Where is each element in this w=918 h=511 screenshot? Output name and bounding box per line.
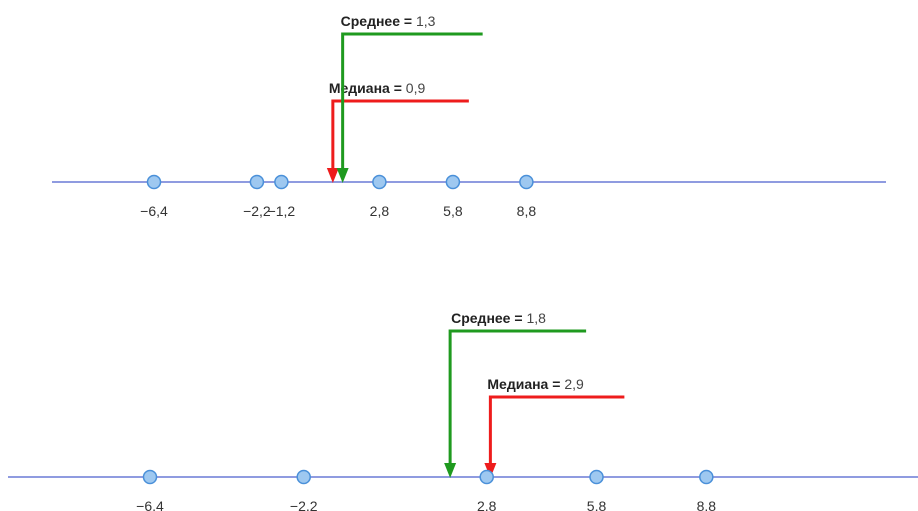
median-label-name: Медиана [487,376,548,392]
median-arrow-head [326,168,339,183]
median-arrow-head [484,463,497,478]
mean-label-name: Среднее [341,13,401,29]
data-point [142,469,158,485]
point-label: 5,8 [587,498,607,511]
mean-arrow-line [341,32,483,170]
mean-label-name: Среднее [451,310,511,326]
data-point [445,174,461,190]
data-point [372,174,387,190]
point-label: −2,2 [243,203,271,219]
point-label: −2,2 [290,498,318,511]
point-label: 8,8 [697,498,717,511]
mean-label-eq: = [400,13,416,29]
mean-marker: Среднее = 1,3 [336,13,483,183]
point-label: 5,8 [443,203,463,219]
mean-label: Среднее = 1,3 [341,13,436,29]
mean-label-eq: = [510,310,526,326]
point-label: −1,2 [268,203,296,219]
data-point [479,469,494,485]
mean-arrow-line [448,329,587,465]
point-label: −6,4 [136,498,164,511]
data-point [519,174,534,190]
mean-label: Среднее = 1,8 [451,310,546,326]
median-marker: Медиана = 2,9 [484,376,625,478]
median-label-value: 2,9 [564,376,584,392]
data-point [249,174,265,190]
number-line-1: Медиана = 0,9 Среднее = 1,3 −6,4 −2,2−1,2 2,… [52,13,886,219]
median-arrow-line [488,395,625,465]
median-marker: Медиана = 0,9 [326,80,469,183]
mean-label-value: 1,8 [526,310,546,326]
median-label-value: 0,9 [406,80,426,96]
median-label: Медиана = 2,9 [487,376,584,392]
median-label-eq: = [390,80,406,96]
mean-arrow-head [444,463,457,478]
data-point [296,469,311,485]
point-label: 2,8 [370,203,390,219]
point-label: −6,4 [140,203,168,219]
mean-arrow-head [336,168,349,183]
median-arrow-line [331,99,469,170]
point-label: 2,8 [477,498,497,511]
data-point [589,469,604,485]
mean-label-value: 1,3 [416,13,436,29]
median-label-eq: = [548,376,564,392]
median-label-name: Медиана [329,80,390,96]
number-line-2: Медиана = 2,9 Среднее = 1,8 −6,4 −2,2 2,8 5,8… [8,310,918,511]
point-label: 8,8 [517,203,537,219]
data-point [146,174,162,190]
data-point [699,469,714,485]
data-point [274,174,289,190]
mean-marker: Среднее = 1,8 [444,310,587,478]
